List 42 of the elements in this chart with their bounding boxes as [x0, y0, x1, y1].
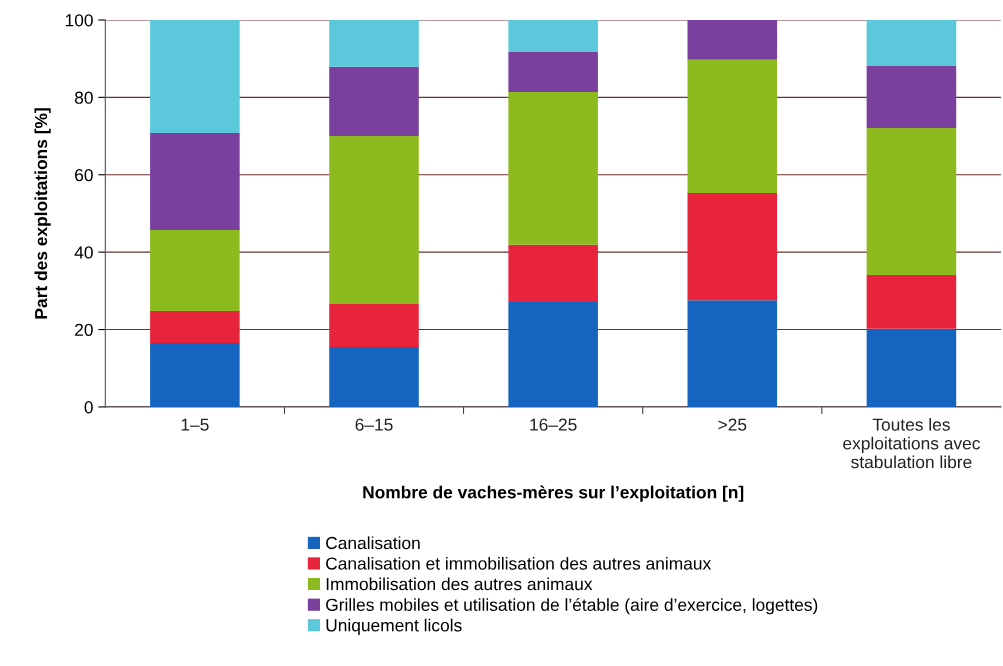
legend-label: Uniquement licols: [326, 618, 462, 635]
legend-label: Canalisation et immobilisation des autres animaux: [326, 556, 712, 570]
x-axis-title: Nombre de vaches-mères sur l’exploitation [n]: [363, 485, 744, 502]
bar: [329, 19, 419, 67]
bar: [687, 59, 778, 193]
x-tick-label: 1–5: [181, 418, 209, 431]
bar: [508, 52, 598, 92]
legend-label: Grilles mobiles et utilisation de l’étable (aire d’exercice, logettes): [326, 597, 818, 615]
bar: [150, 343, 240, 407]
bar: [150, 132, 240, 231]
bar: [329, 304, 419, 347]
bar: [150, 310, 240, 344]
bar: [329, 136, 419, 304]
bar: [687, 300, 778, 407]
y-tick-label: 60: [75, 168, 93, 182]
bar: [866, 66, 957, 128]
bar: [329, 66, 419, 137]
y-tick-label: 20: [75, 323, 93, 336]
x-tick-label: 16–25: [530, 418, 577, 431]
bar: [329, 346, 419, 407]
bar: [508, 19, 598, 53]
bar: [508, 244, 598, 303]
bar: [150, 19, 240, 133]
x-tick-label: 6–15: [355, 418, 393, 431]
y-tick-label: 100: [65, 14, 93, 27]
legend-label: Immobilisation des autres animaux: [326, 577, 593, 591]
bar: [687, 19, 778, 60]
bar: [687, 192, 778, 301]
y-tick-label: 80: [74, 91, 93, 104]
y-tick-label: 0: [84, 401, 93, 414]
bar: [866, 274, 957, 329]
y-tick-label: 40: [74, 246, 93, 259]
legend-label: Canalisation: [326, 536, 420, 550]
bar: [866, 19, 957, 67]
bar: [150, 230, 240, 311]
x-tick-label: Toutes les exploitations avec stabulation libre: [843, 418, 980, 469]
x-tick-label: >25: [718, 418, 747, 431]
y-axis-title: Part des exploitations [%]: [34, 108, 51, 319]
bar: [508, 302, 598, 407]
bar: [508, 91, 598, 245]
bar: [866, 127, 957, 275]
bar: [866, 328, 957, 407]
